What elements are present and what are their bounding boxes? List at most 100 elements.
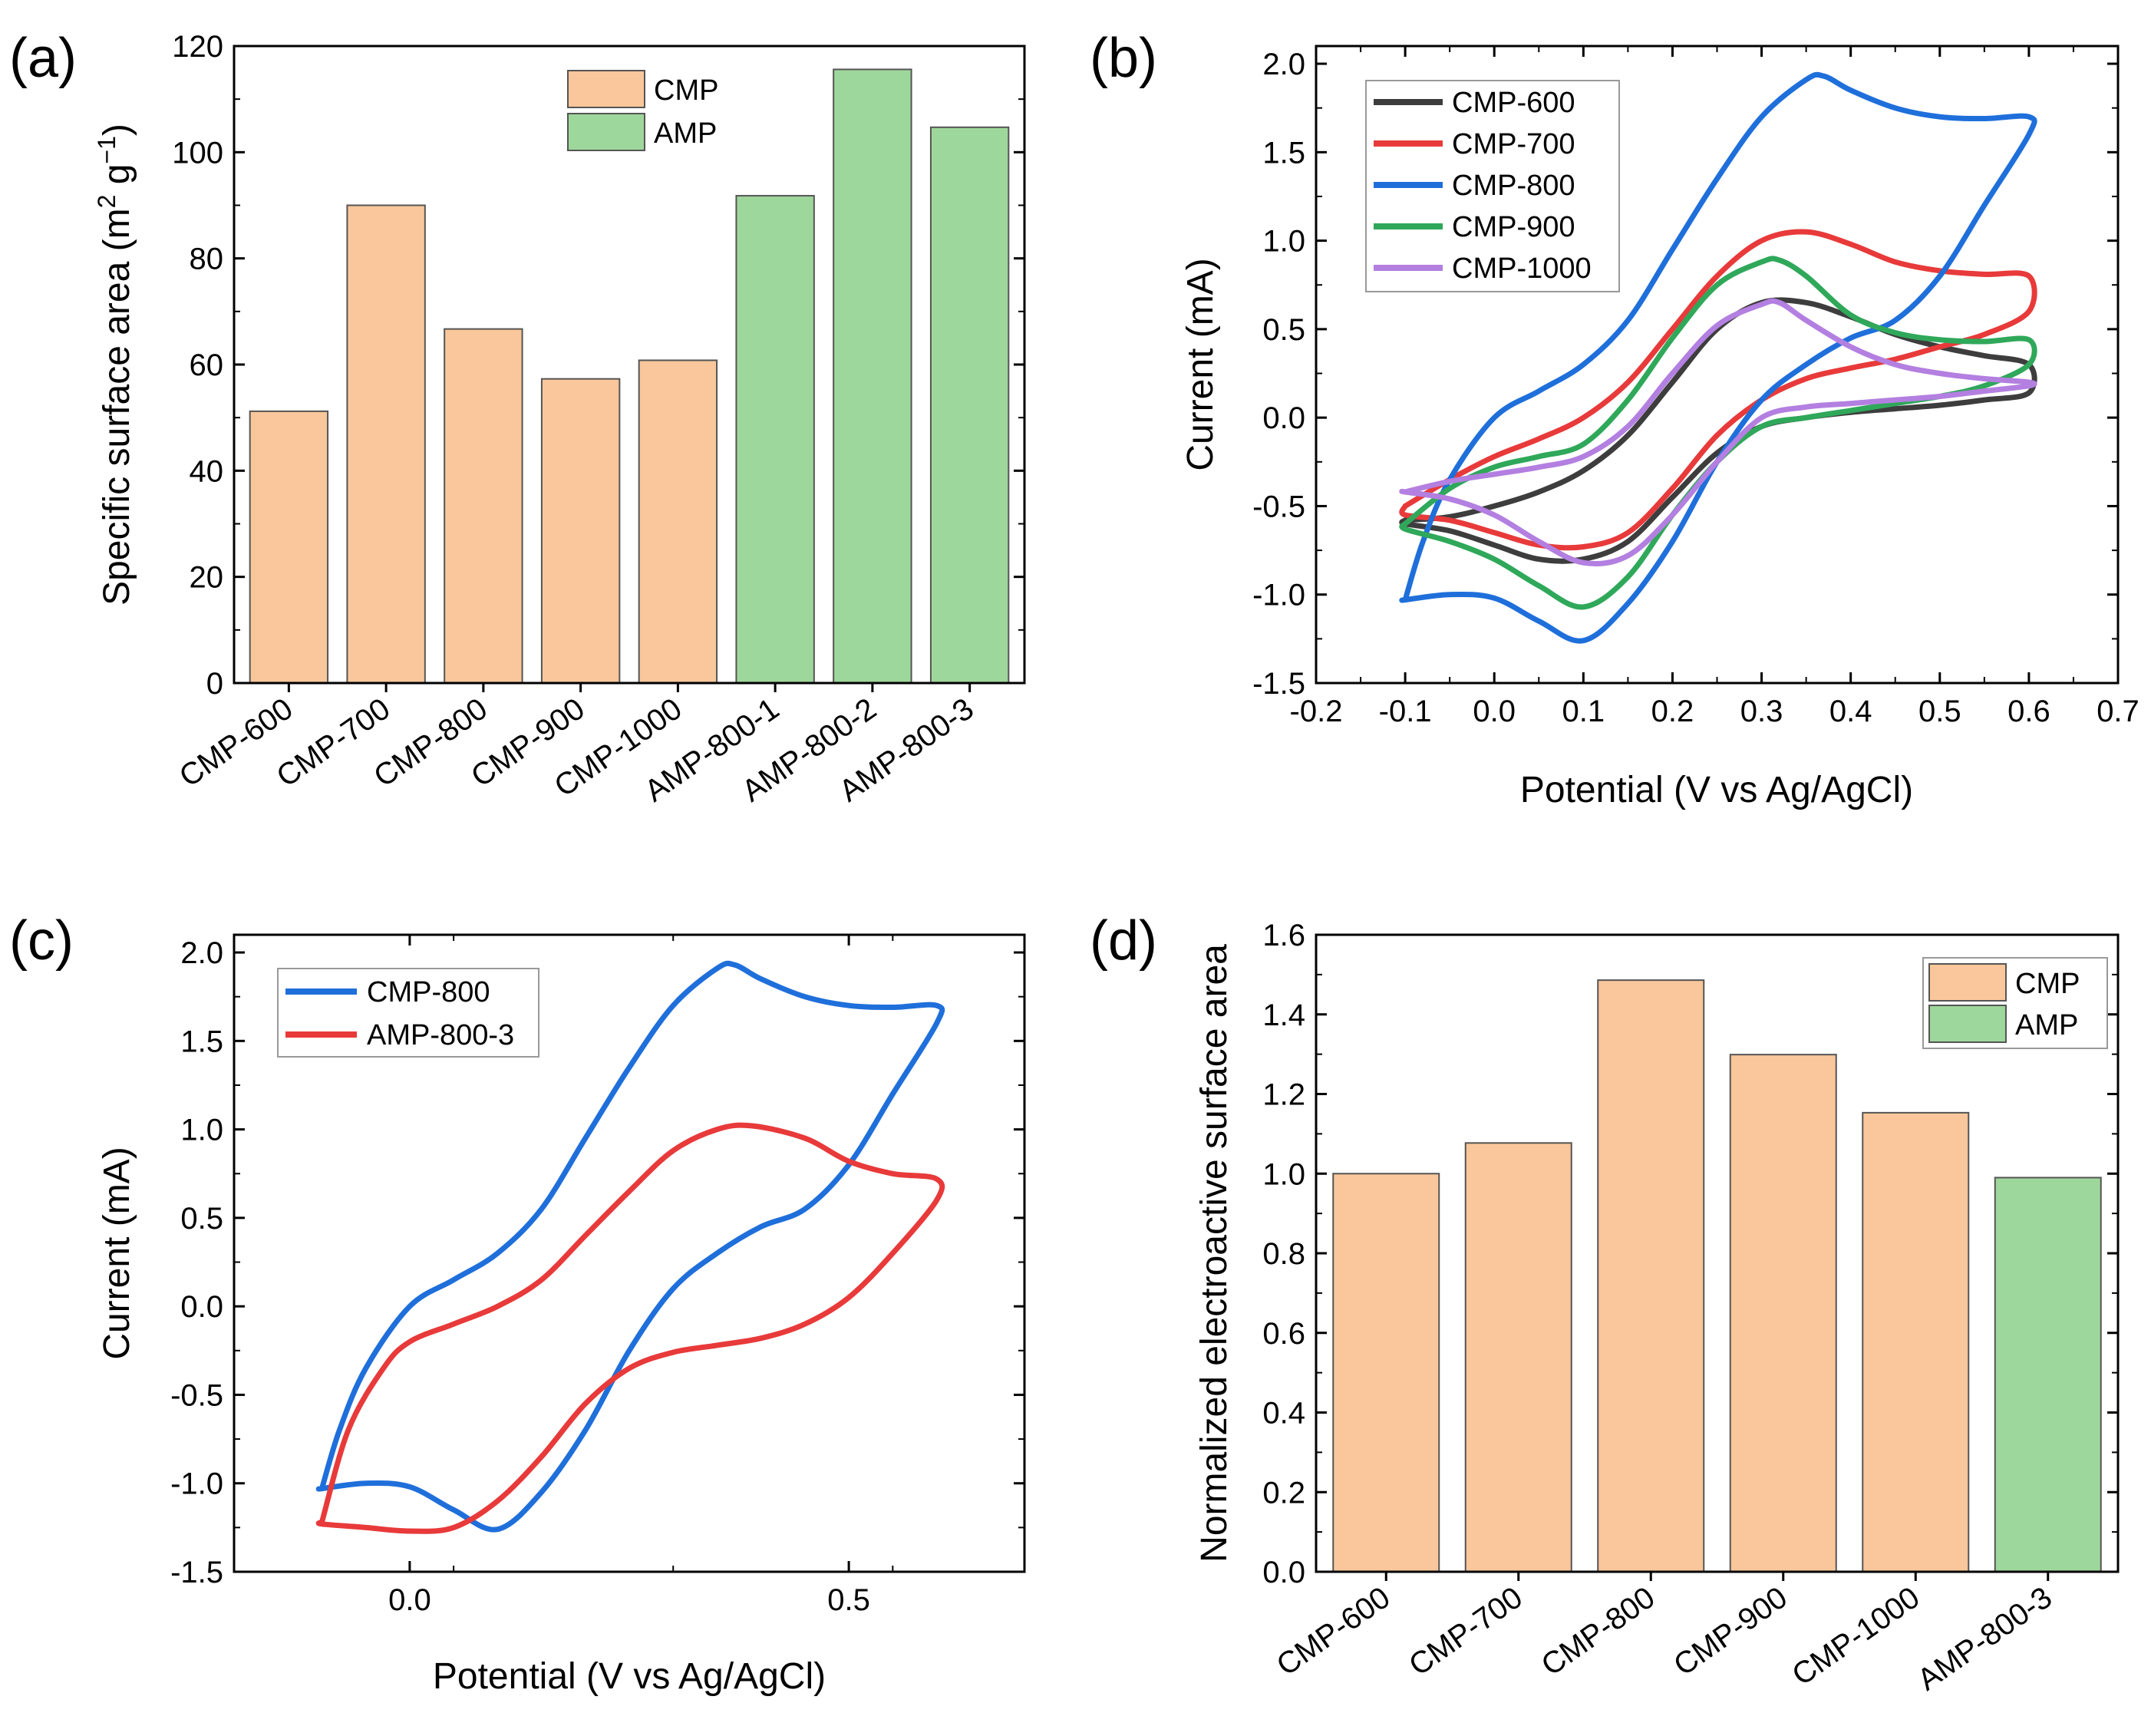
y-axis-ticks: 0 20 40 60 80 100 120 (172, 30, 1024, 701)
bar-cmp-1000 (638, 359, 718, 684)
panel-d: (d) 0.00.20.40.60.81.01.21.41.6 CMP-600 C… (1090, 910, 2120, 1697)
legend: CMP-600 CMP-700 CMP-800 CMP-900 CMP-1000 (1365, 80, 1620, 292)
y-tick-label: -0.5 (170, 1378, 223, 1412)
series-lines (315, 960, 945, 1534)
y-axis-title: Specific surface area (m2 g−1) (93, 124, 137, 606)
y-tick-label: 0.6 (1262, 1317, 1305, 1351)
panel-label-a: (a) (9, 28, 77, 89)
plot-frame (233, 45, 1026, 685)
panel-c: (c) -1.5 -1.0 -0.5 0.0 0.5 1.0 1.5 2.0 0.0 0.5 Cu… (9, 910, 1026, 1697)
legend-swatch-cmp (1928, 963, 2007, 1002)
plot-frame (1315, 933, 2120, 1573)
panel-b: (b) -1.5 -1.0 -0.5 0.0 0.5 1.0 1.5 2.0 -0.2 -0.1 0… (1090, 28, 2139, 810)
y-tick-label: -1.0 (1252, 579, 1305, 612)
legend-box (277, 968, 539, 1058)
y-axis-title: Normalized electroactive surface area (1194, 944, 1235, 1563)
bar-cmp-700 (1464, 1142, 1572, 1573)
panel-a: (a) 0 20 40 60 80 100 120 CMP-600CMP-700CMP-80… (9, 28, 1026, 808)
y-tick-label: 1.5 (1262, 136, 1305, 170)
series-cmp-1000 (1399, 298, 2037, 567)
x-tick-label-cmp-600: CMP-600 (1271, 1580, 1397, 1682)
bar-cmp-1000 (1862, 1111, 1970, 1573)
x-tick-label-cmp-900: CMP-900 (1668, 1580, 1793, 1682)
y-tick-label: 1.0 (1262, 225, 1305, 259)
legend-label-cmp-800: CMP-800 (367, 976, 490, 1008)
panel-label-b: (b) (1090, 28, 1157, 89)
legend-label-amp-800-3: AMP-800-3 (367, 1019, 514, 1051)
y-tick-label: 1.5 (180, 1025, 223, 1058)
series-amp-800-3 (315, 1122, 945, 1534)
series-cmp-900 (1399, 256, 2037, 610)
y-tick-label: 0.8 (1262, 1237, 1305, 1271)
y-tick-label: 80 (190, 243, 224, 276)
bar-amp-800-3 (929, 126, 1010, 684)
legend-label-cmp-600: CMP-600 (1452, 87, 1575, 119)
bar-amp-800-1 (735, 195, 815, 685)
series-cmp-800 (1399, 71, 2037, 644)
series-cmp-600 (1399, 297, 2037, 564)
y-tick-label: 60 (190, 348, 224, 382)
bars (1332, 979, 2102, 1573)
y-tick-label: 0.0 (1262, 1556, 1305, 1589)
y-tick-label: 120 (172, 30, 223, 64)
x-tick-label: 0.7 (2097, 695, 2139, 728)
y-tick-label: 1.0 (180, 1114, 223, 1147)
bar-cmp-900 (540, 378, 621, 684)
x-tick-labels: CMP-600CMP-700CMP-800CMP-900CMP-1000AMP-… (173, 683, 980, 808)
y-tick-label: 0.0 (1262, 401, 1305, 435)
legend: CMP AMP (1922, 957, 2108, 1049)
series-cmp-700 (1399, 229, 2037, 551)
legend-label-amp: AMP (654, 117, 717, 150)
y-tick-label: 0.5 (180, 1202, 223, 1236)
bar-amp-800-3 (1994, 1177, 2102, 1573)
y-tick-label: 0 (206, 667, 223, 701)
x-axis-title: Potential (V vs Ag/AgCl) (433, 1656, 826, 1697)
legend-label-cmp: CMP (654, 74, 718, 107)
y-tick-label: 1.0 (1262, 1157, 1305, 1191)
x-tick-label: 0.1 (1562, 695, 1605, 728)
legend-label-cmp-700: CMP-700 (1452, 128, 1575, 160)
x-tick-label-cmp-1000: CMP-1000 (1786, 1580, 1926, 1692)
x-tick-label: 0.3 (1740, 695, 1783, 728)
bar-cmp-800 (1597, 979, 1705, 1573)
bar-cmp-600 (1332, 1173, 1440, 1573)
x-tick-label: -0.1 (1379, 695, 1432, 728)
legend-label-cmp-900: CMP-900 (1452, 211, 1575, 243)
y-tick-label: 1.4 (1262, 998, 1305, 1032)
panel-label-d: (d) (1090, 910, 1157, 972)
y-axis-title: Current (mA) (97, 1147, 137, 1359)
y-tick-label: 2.0 (1262, 48, 1305, 81)
x-tick-label: 0.4 (1829, 695, 1872, 728)
series-cmp-800 (315, 960, 945, 1533)
y-tick-label: 0.2 (1262, 1476, 1305, 1510)
x-tick-label: 0.6 (2007, 695, 2050, 728)
bar-cmp-900 (1729, 1054, 1837, 1573)
y-tick-label: 1.2 (1262, 1078, 1305, 1112)
y-tick-label: 0.4 (1262, 1397, 1305, 1431)
x-tick-label-cmp-800: CMP-800 (1536, 1580, 1661, 1682)
x-axis-title: Potential (V vs Ag/AgCl) (1520, 770, 1913, 810)
legend-swatch-amp (567, 113, 645, 151)
x-tick-label: 0.0 (1473, 695, 1516, 728)
legend: CMP-800 AMP-800-3 (277, 968, 539, 1058)
y-axis-title: Current (mA) (1180, 258, 1221, 470)
axis-ticks: -1.5 -1.0 -0.5 0.0 0.5 1.0 1.5 2.0 0.0 0.5 (170, 935, 1024, 1617)
panel-label-c: (c) (9, 910, 74, 972)
legend: CMP AMP (567, 70, 718, 151)
legend-label-cmp: CMP (2015, 968, 2080, 1000)
y-tick-label: -1.0 (170, 1467, 223, 1501)
legend-swatch-amp (1928, 1005, 2007, 1043)
bars (249, 68, 1010, 685)
y-tick-label: -1.5 (170, 1556, 223, 1589)
plot-frame (233, 933, 1026, 1573)
y-tick-label: 0.0 (180, 1290, 223, 1324)
x-tick-label: -0.2 (1290, 695, 1343, 728)
y-tick-label: 2.0 (180, 936, 223, 970)
legend-swatch-cmp (567, 70, 645, 108)
y-tick-label: 0.5 (1262, 313, 1305, 347)
x-tick-label-cmp-700: CMP-700 (1403, 1580, 1529, 1682)
bar-cmp-800 (444, 328, 523, 684)
y-tick-label: 40 (190, 454, 224, 488)
